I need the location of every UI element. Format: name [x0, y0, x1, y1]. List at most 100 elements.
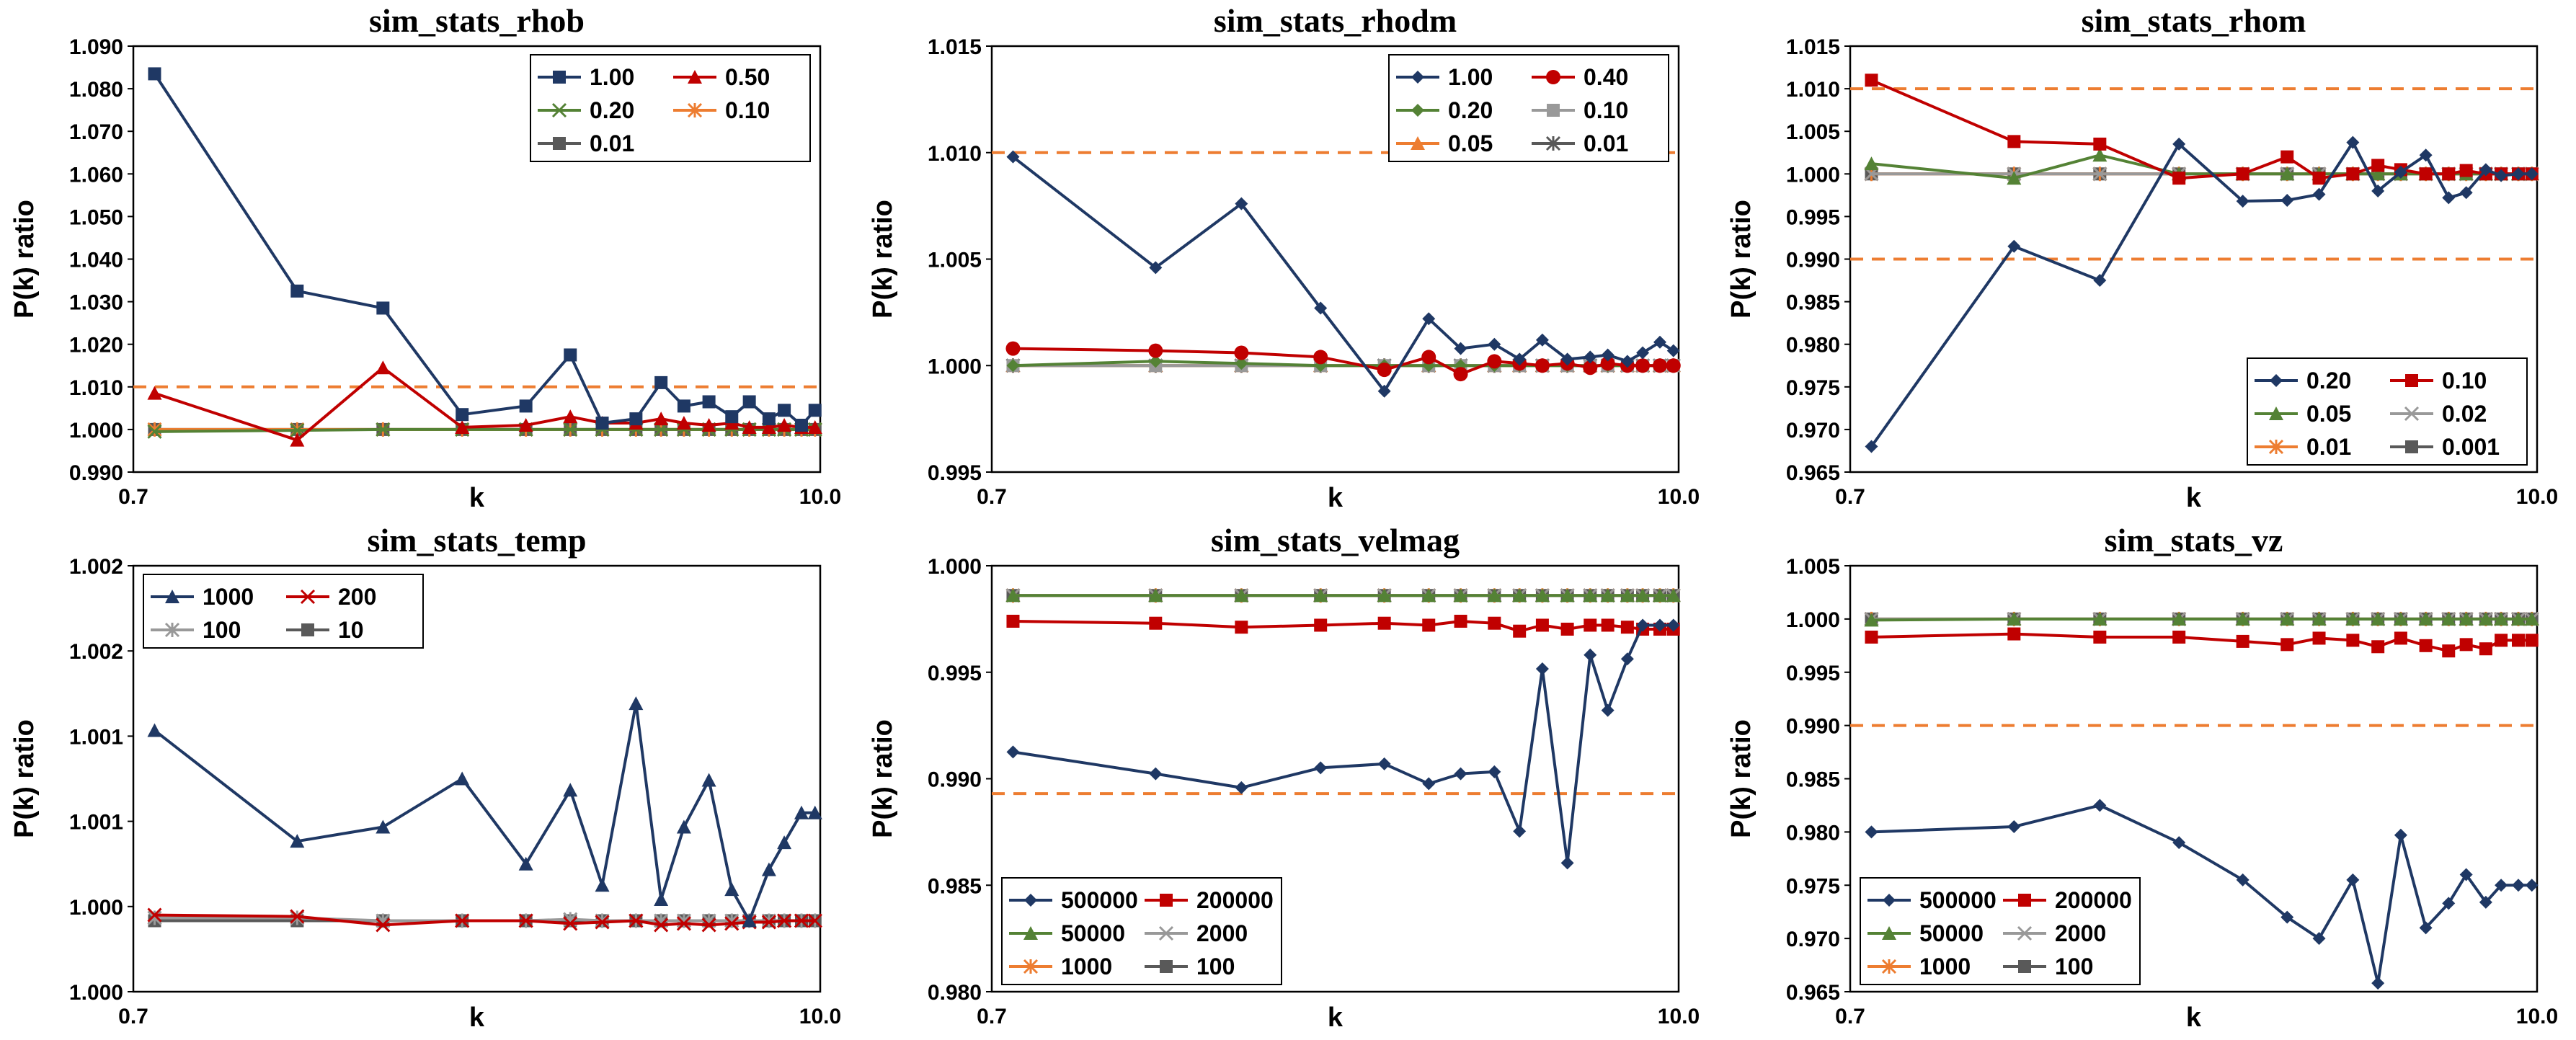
legend-label: 200000: [1196, 887, 1274, 913]
x-tick-label: 0.7: [118, 1005, 148, 1028]
y-tick-label: 1.005: [1786, 555, 1840, 579]
data-point: [701, 773, 716, 787]
legend-entry: 2000: [2003, 920, 2106, 946]
data-point: [1005, 588, 1021, 603]
data-point: [2511, 167, 2525, 181]
data-point: [2419, 167, 2433, 181]
legend-entry: 0.20: [2255, 368, 2351, 394]
data-point: [2495, 879, 2508, 892]
data-point: [1620, 588, 1635, 603]
data-point: [1488, 765, 1501, 778]
data-point: [290, 834, 305, 848]
data-point: [2312, 187, 2326, 201]
y-tick-label: 0.975: [1786, 874, 1840, 898]
y-tick-label: 1.070: [69, 120, 123, 144]
x-tick-label: 10.0: [799, 1005, 841, 1028]
y-tick-label: 0.990: [1786, 715, 1840, 739]
data-point: [761, 862, 776, 876]
data-point: [777, 913, 792, 928]
data-point: [2172, 630, 2186, 644]
data-point: [2524, 611, 2539, 626]
data-point: [2525, 879, 2539, 892]
y-tick-label: 0.990: [69, 461, 123, 485]
data-point: [1005, 341, 1021, 356]
data-point: [147, 907, 162, 923]
legend-entry: 0.001: [2390, 434, 2500, 460]
data-point: [724, 916, 740, 931]
y-tick-label: 1.015: [1786, 35, 1840, 59]
legend-label: 0.10: [1584, 97, 1628, 123]
legend-entry: 50000: [1009, 920, 1125, 946]
legend-marker: [1024, 894, 1037, 907]
data-point: [2092, 148, 2108, 162]
legend-label: 2000: [1196, 920, 1248, 946]
legend-entry: 200000: [2003, 887, 2132, 913]
data-point: [290, 284, 304, 298]
series-200: [147, 907, 822, 933]
data-point: [2312, 631, 2326, 645]
data-point: [2510, 611, 2526, 626]
y-tick-label: 0.980: [928, 981, 982, 1005]
series-0.50: [147, 360, 822, 447]
data-point: [2280, 166, 2295, 181]
data-point: [2346, 634, 2360, 647]
data-point: [2442, 191, 2456, 205]
data-point: [376, 301, 390, 315]
legend-marker: [300, 589, 316, 605]
data-point: [777, 417, 792, 432]
data-point: [2394, 165, 2407, 179]
data-point: [2280, 638, 2294, 652]
data-point: [1006, 614, 1020, 628]
legend-marker: [553, 71, 566, 84]
y-tick-label: 1.002: [69, 640, 123, 664]
data-point: [518, 417, 533, 432]
series-line: [1871, 617, 2532, 622]
data-point: [1512, 588, 1527, 603]
data-point: [1620, 355, 1634, 368]
data-point: [654, 375, 668, 389]
legend-entry: 0.05: [2255, 401, 2351, 427]
data-point: [1422, 777, 1436, 791]
data-point: [654, 892, 669, 906]
legend-label: 2000: [2055, 920, 2106, 946]
data-point: [1600, 588, 1615, 603]
data-point: [1487, 354, 1502, 369]
data-point: [290, 909, 305, 924]
data-point: [518, 913, 533, 928]
data-point: [1584, 618, 1597, 632]
legend-label: 0.20: [590, 97, 634, 123]
data-point: [2479, 895, 2492, 909]
series-50000: [1864, 611, 2539, 627]
legend-entry: 500000: [1867, 887, 1997, 913]
legend-label: 0.001: [2442, 434, 2500, 460]
legend-label: 0.02: [2442, 401, 2487, 427]
legend-entry: 200: [286, 584, 376, 610]
legend-marker: [687, 102, 703, 118]
legend-marker: [1546, 70, 1560, 84]
data-point: [1149, 355, 1163, 368]
legend-marker: [1883, 894, 1896, 907]
data-point: [794, 418, 808, 432]
legend-entry: 10: [286, 617, 364, 643]
legend-entry: 1000: [1867, 954, 1971, 979]
legend-marker: [1545, 135, 1561, 151]
data-point: [563, 409, 578, 424]
data-point: [1620, 652, 1634, 666]
data-point: [1635, 358, 1651, 373]
data-point: [2346, 167, 2360, 181]
y-tick-label: 0.980: [1786, 334, 1840, 357]
y-tick-label: 0.990: [1786, 249, 1840, 272]
data-point: [563, 916, 578, 931]
data-point: [2007, 819, 2021, 833]
data-point: [1666, 588, 1681, 603]
legend-entry: 50000: [1867, 920, 1984, 946]
data-point: [742, 419, 757, 434]
data-point: [2236, 195, 2249, 208]
legend-marker: [2268, 439, 2284, 455]
data-point: [701, 417, 716, 432]
legend-entry: 1.00: [1396, 64, 1493, 90]
data-point: [1865, 74, 1878, 87]
legend-label: 0.01: [1584, 130, 1628, 156]
data-point: [2346, 873, 2360, 886]
legend-label: 1000: [203, 584, 254, 610]
